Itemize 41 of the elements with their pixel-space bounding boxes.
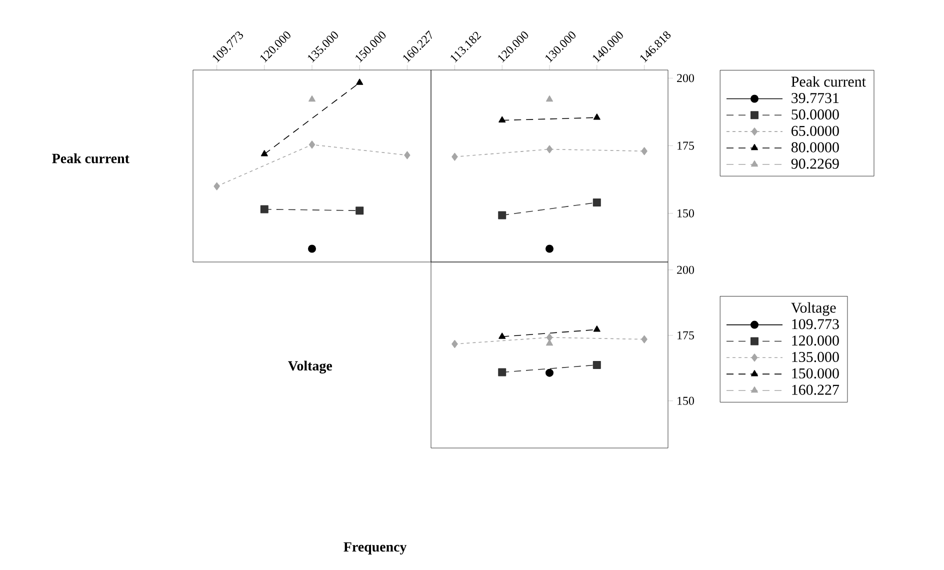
legend-title: Peak current xyxy=(791,76,866,87)
legend-label: 50.0000 xyxy=(792,109,839,120)
point xyxy=(641,147,648,156)
y-tick-label: 150 xyxy=(678,396,694,405)
point xyxy=(404,151,410,160)
y-tick-label: 200 xyxy=(677,266,694,274)
legend-label: 39.7731 xyxy=(792,93,839,104)
legend-label: 150.000 xyxy=(792,368,839,378)
legend-label: 109.773 xyxy=(792,319,839,330)
point xyxy=(356,206,364,215)
x-axis-title: Frequency xyxy=(344,542,407,555)
y-axis-title: Peak current xyxy=(52,153,130,164)
legend-label: 160.227 xyxy=(792,384,840,395)
legend-label: 80.0000 xyxy=(791,142,839,152)
point xyxy=(546,333,553,342)
point xyxy=(260,205,268,214)
y-tick-label: 175 xyxy=(678,142,694,150)
point xyxy=(546,368,554,377)
point xyxy=(592,198,601,207)
y-tick-label: 200 xyxy=(677,74,694,82)
point xyxy=(498,368,506,376)
point xyxy=(546,95,554,102)
point xyxy=(546,244,554,253)
point xyxy=(452,340,458,348)
y-tick-label: 175 xyxy=(678,331,694,340)
point xyxy=(498,211,506,220)
point xyxy=(214,182,220,190)
point xyxy=(592,360,601,369)
point xyxy=(546,145,553,154)
point xyxy=(308,244,316,253)
legend-label: 90.2269 xyxy=(791,158,839,169)
y-tick-label: 150 xyxy=(678,209,694,218)
y-axis-title: Voltage xyxy=(288,360,332,374)
legend-title: Voltage xyxy=(791,302,836,316)
point xyxy=(641,335,648,344)
point xyxy=(308,95,316,102)
legend-label: 135.000 xyxy=(792,352,839,362)
point xyxy=(308,140,316,149)
point xyxy=(452,152,458,161)
legend-label: 65.0000 xyxy=(792,126,839,136)
legend-label: 120.000 xyxy=(792,336,839,346)
